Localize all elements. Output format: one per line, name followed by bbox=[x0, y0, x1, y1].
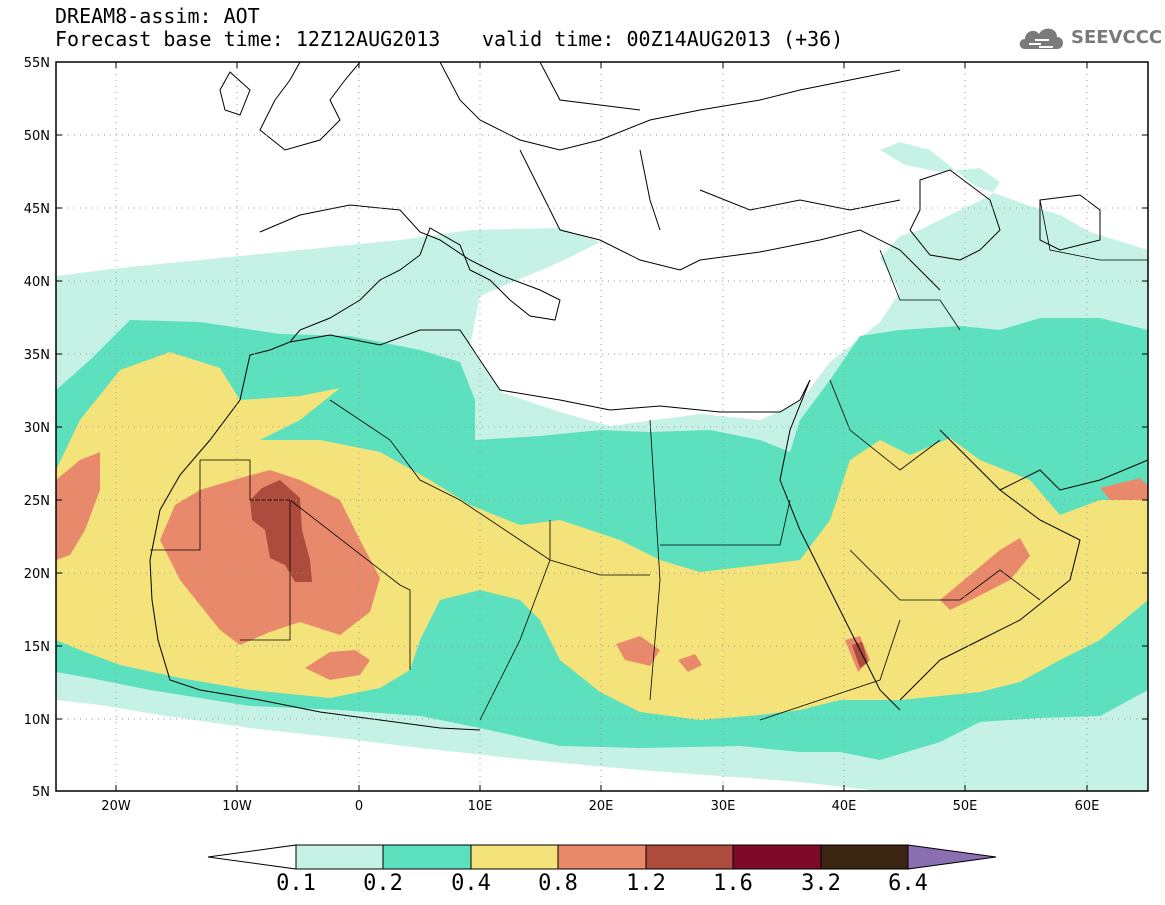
lat-label-35N: 35N bbox=[24, 348, 50, 363]
aot-contour-fields bbox=[56, 142, 1148, 791]
colorbar-min-arrow bbox=[207, 844, 297, 870]
longitude-axis: 20W 10W 0 10E 20E 30E 40E 50E 60E bbox=[101, 62, 1099, 814]
lat-label-50N: 50N bbox=[24, 129, 50, 144]
colorbar-label-6.4: 6.4 bbox=[888, 871, 928, 896]
lat-label-5N: 5N bbox=[32, 785, 50, 800]
colorbar-label-0.2: 0.2 bbox=[363, 871, 403, 896]
colorbar-swatch-1 bbox=[382, 844, 472, 870]
colorbar bbox=[207, 844, 997, 870]
lat-label-30N: 30N bbox=[24, 421, 50, 436]
colorbar-swatch-5 bbox=[732, 844, 822, 870]
lon-label-40E: 40E bbox=[832, 799, 857, 814]
lon-label-20E: 20E bbox=[589, 799, 614, 814]
cloud-logo-icon bbox=[1019, 28, 1063, 49]
lat-label-55N: 55N bbox=[24, 56, 50, 71]
colorbar-swatch-0 bbox=[295, 844, 384, 870]
colorbar-swatch-6 bbox=[820, 844, 909, 870]
coastlines bbox=[149, 62, 1148, 731]
lon-label-30E: 30E bbox=[711, 799, 736, 814]
colorbar-label-1.6: 1.6 bbox=[713, 871, 753, 896]
colorbar-label-0.1: 0.1 bbox=[276, 871, 316, 896]
lon-label-60E: 60E bbox=[1075, 799, 1100, 814]
lon-label-10E: 10E bbox=[468, 799, 493, 814]
lon-label-10W: 10W bbox=[222, 799, 252, 814]
lon-label-0: 0 bbox=[355, 799, 363, 814]
lat-label-10N: 10N bbox=[24, 713, 50, 728]
lat-label-45N: 45N bbox=[24, 202, 50, 217]
colorbar-label-0.4: 0.4 bbox=[451, 871, 491, 896]
title-line-1: DREAM8-assim: AOT bbox=[55, 4, 260, 28]
lon-label-20W: 20W bbox=[101, 799, 131, 814]
colorbar-label-1.2: 1.2 bbox=[626, 871, 666, 896]
colorbar-swatch-3 bbox=[557, 844, 647, 870]
political-borders bbox=[150, 199, 1148, 721]
lat-label-20N: 20N bbox=[24, 567, 50, 582]
colorbar-max-arrow bbox=[907, 844, 997, 870]
forecast-base-time: Forecast base time: 12Z12AUG2013 bbox=[55, 27, 441, 51]
colorbar-label-3.2: 3.2 bbox=[801, 871, 841, 896]
colorbar-label-0.8: 0.8 bbox=[538, 871, 578, 896]
logo-text: SEEVCCC bbox=[1071, 27, 1163, 48]
colorbar-swatch-2 bbox=[470, 844, 559, 870]
gridlines bbox=[56, 62, 1148, 791]
valid-time: valid time: 00Z14AUG2013 (+36) bbox=[482, 27, 844, 51]
colorbar-swatch-4 bbox=[645, 844, 734, 870]
lon-label-50E: 50E bbox=[953, 799, 978, 814]
lat-label-40N: 40N bbox=[24, 275, 50, 290]
seevccc-logo: SEEVCCC bbox=[1017, 21, 1162, 55]
lat-label-25N: 25N bbox=[24, 494, 50, 509]
latitude-axis: 55N 50N 45N 40N 35N 30N 25N 20N 15N 10N … bbox=[24, 56, 1148, 800]
lat-label-15N: 15N bbox=[24, 640, 50, 655]
